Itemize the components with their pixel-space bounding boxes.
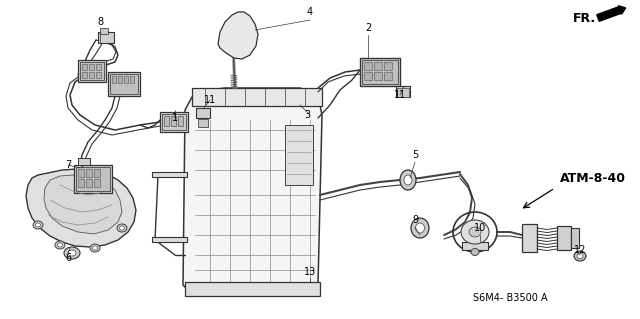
Ellipse shape [400,170,416,190]
Ellipse shape [120,226,125,230]
Bar [192,88,322,106]
Text: 13: 13 [304,267,316,277]
Bar [396,86,410,97]
Bar [364,72,372,80]
Bar [364,62,372,70]
Text: 11: 11 [394,90,406,100]
Bar [78,169,84,177]
Text: 8: 8 [97,17,103,27]
Bar [152,172,187,177]
Bar [86,179,92,187]
Bar [110,74,138,94]
Bar [108,72,140,96]
Bar [374,72,382,80]
Bar [82,64,87,70]
Ellipse shape [411,218,429,238]
Bar [96,72,101,78]
Bar [78,60,106,82]
Bar [74,165,112,193]
Text: FR.: FR. [573,11,596,25]
Bar [178,116,183,126]
FancyArrow shape [597,6,626,21]
Bar [198,119,208,127]
Ellipse shape [415,223,424,233]
Bar [171,116,176,126]
Bar [362,60,398,84]
Bar [162,114,186,130]
Text: 12: 12 [574,245,586,255]
Ellipse shape [90,244,100,252]
Text: 4: 4 [307,7,313,17]
Text: 3: 3 [304,110,310,120]
Ellipse shape [461,220,489,244]
Bar [462,242,488,250]
Polygon shape [183,88,322,292]
Text: 9: 9 [412,215,418,225]
Ellipse shape [35,223,40,227]
Bar [571,228,579,248]
Ellipse shape [55,241,65,249]
Text: 7: 7 [65,160,71,170]
Bar [94,179,100,187]
Bar [374,62,382,70]
Bar [384,72,392,80]
Bar [86,169,92,177]
Text: 5: 5 [412,150,418,160]
Ellipse shape [574,251,586,261]
Bar [285,125,313,185]
Bar [360,58,400,86]
Ellipse shape [117,224,127,232]
Ellipse shape [64,247,80,259]
Polygon shape [218,12,258,59]
Bar [164,116,169,126]
Bar [100,28,108,34]
Ellipse shape [68,250,76,256]
Bar [80,62,104,80]
Bar [82,72,87,78]
Bar [78,158,90,165]
Bar [124,76,128,83]
Text: ATM-8-40: ATM-8-40 [560,172,626,184]
Bar [557,226,571,250]
Ellipse shape [469,227,481,237]
Bar [98,32,114,43]
Ellipse shape [577,254,583,258]
Bar [112,76,116,83]
Bar [185,282,320,296]
Text: 6: 6 [65,253,71,263]
Bar [118,76,122,83]
Text: S6M4- B3500 A: S6M4- B3500 A [473,293,547,303]
Bar [96,64,101,70]
Bar [384,62,392,70]
Bar [160,112,188,132]
Polygon shape [26,169,136,247]
Bar [89,64,94,70]
Bar [397,88,409,97]
Bar [196,108,210,118]
Ellipse shape [93,246,97,250]
Ellipse shape [33,221,43,229]
Ellipse shape [404,175,412,185]
Bar [152,237,187,242]
Text: 11: 11 [204,95,216,105]
Bar [130,76,134,83]
Bar [89,72,94,78]
Polygon shape [44,175,122,234]
Bar [76,167,110,191]
Bar [78,179,84,187]
Bar [522,224,537,252]
Text: 10: 10 [474,223,486,233]
Text: 2: 2 [365,23,371,33]
Ellipse shape [58,243,63,247]
Text: 1: 1 [172,113,178,123]
Bar [94,169,100,177]
Ellipse shape [471,249,479,256]
